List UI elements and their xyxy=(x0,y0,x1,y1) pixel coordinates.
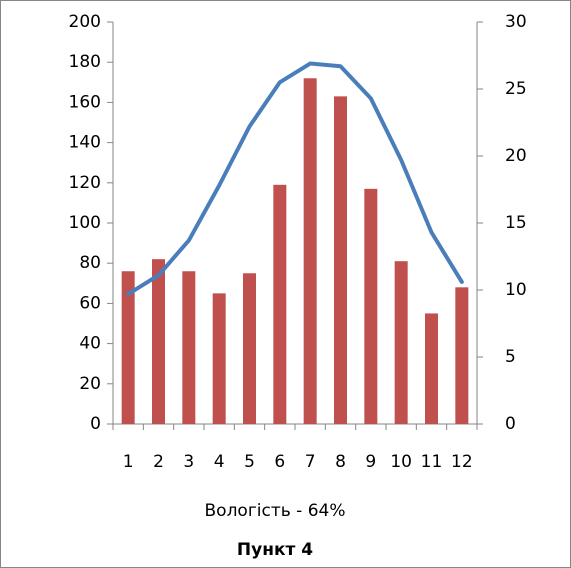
x-tick-label: 1 xyxy=(123,452,134,472)
bar xyxy=(334,96,347,425)
x-tick-label: 7 xyxy=(305,452,316,472)
y-tick-label: 200 xyxy=(69,12,101,32)
bar xyxy=(152,259,165,424)
y-tick-label: 120 xyxy=(69,173,101,193)
y-tick-label: 80 xyxy=(79,253,101,273)
x-tick-label: 11 xyxy=(421,452,443,472)
y-tick-label: 40 xyxy=(79,334,101,354)
x-tick-label: 10 xyxy=(390,452,412,472)
bar xyxy=(212,293,226,424)
y-tick-label: 60 xyxy=(79,293,101,313)
x-tick-label: 5 xyxy=(244,452,255,472)
y-tick-label: 20 xyxy=(79,374,101,394)
x-tick-label: 12 xyxy=(451,452,473,472)
y-tick-label: 140 xyxy=(69,133,101,153)
bar xyxy=(303,78,317,424)
x-tick-label: 3 xyxy=(183,452,194,472)
x-tick-label: 6 xyxy=(274,452,285,472)
bar xyxy=(121,271,135,424)
bar xyxy=(182,271,196,424)
line xyxy=(126,61,464,297)
bar xyxy=(394,261,408,424)
y2-tick-label: 20 xyxy=(505,146,527,166)
y-tick-label: 0 xyxy=(90,414,101,434)
bar xyxy=(455,287,469,424)
y-tick-label: 180 xyxy=(69,52,101,72)
y-tick-label: 160 xyxy=(69,92,101,112)
x-tick-label: 2 xyxy=(153,452,164,472)
y2-tick-label: 5 xyxy=(505,347,516,367)
y2-tick-label: 25 xyxy=(505,79,527,99)
x-tick-label: 8 xyxy=(335,452,346,472)
chart-title: Пункт 4 xyxy=(237,540,313,560)
x-tick-label: 9 xyxy=(365,452,376,472)
y-tick-label: 100 xyxy=(69,213,101,233)
y2-tick-label: 15 xyxy=(505,213,527,233)
bar xyxy=(273,184,287,424)
x-tick-label: 4 xyxy=(214,452,225,472)
y2-tick-label: 0 xyxy=(505,414,516,434)
y2-tick-label: 10 xyxy=(505,280,527,300)
bar xyxy=(425,313,438,424)
annotation: Вологість - 64% xyxy=(205,501,346,521)
bar xyxy=(243,273,256,424)
bar xyxy=(364,188,378,424)
y2-tick-label: 30 xyxy=(505,12,527,32)
